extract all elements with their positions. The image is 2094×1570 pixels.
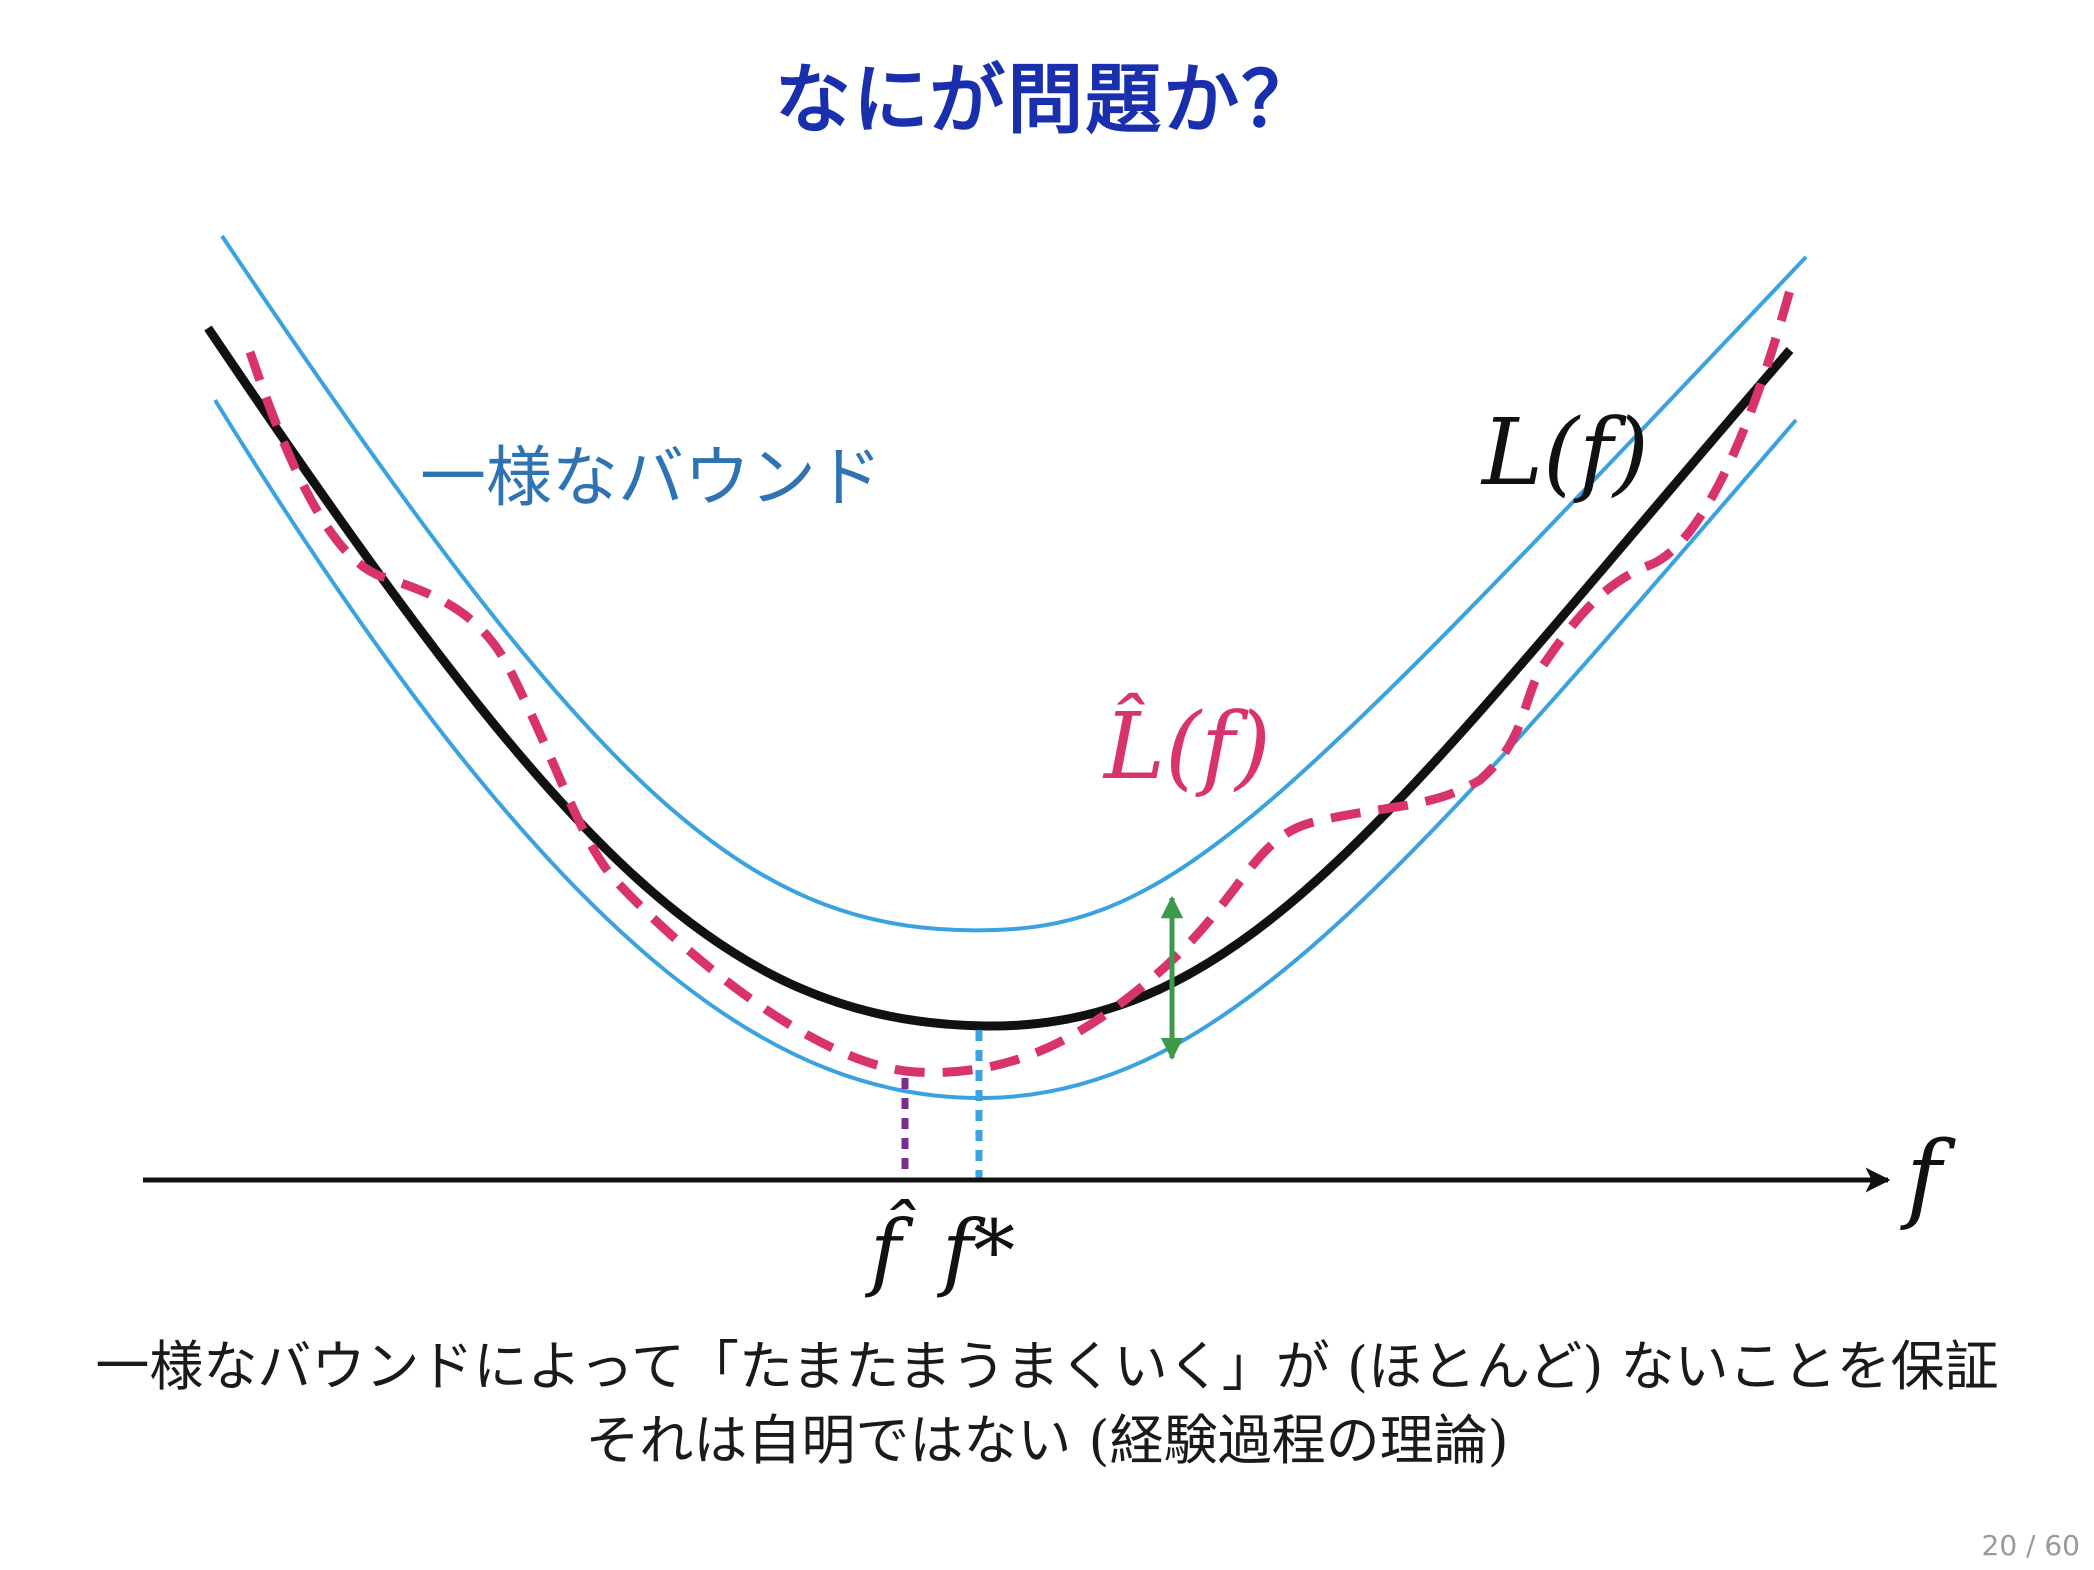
page-number: 20 / 60 bbox=[1981, 1529, 2081, 1562]
true-risk-curve bbox=[204, 325, 1794, 1031]
empirical-risk-label: L̂(f) bbox=[1102, 692, 1271, 800]
caption-line-1: 一様なバウンドによって「たまたまうまくいく」が (ほとんど) ないことを保証 bbox=[95, 1335, 1999, 1398]
f-star-label: f* bbox=[936, 1202, 1015, 1300]
true-risk-label: L(f) bbox=[1480, 399, 1649, 506]
upper-bound-curve bbox=[220, 234, 1808, 933]
uniform-bound-label: 一様なバウンド bbox=[420, 439, 882, 516]
lower-bound-curve bbox=[213, 398, 1798, 1101]
slide-title: なにが問題か？ bbox=[774, 55, 1320, 144]
f-hat-label: f̂ bbox=[864, 1199, 917, 1300]
caption-line-2: それは自明ではない (経験過程の理論) bbox=[585, 1409, 1509, 1472]
axis-label-f: f bbox=[1900, 1121, 1956, 1233]
empirical-risk-curve bbox=[245, 288, 1795, 1078]
